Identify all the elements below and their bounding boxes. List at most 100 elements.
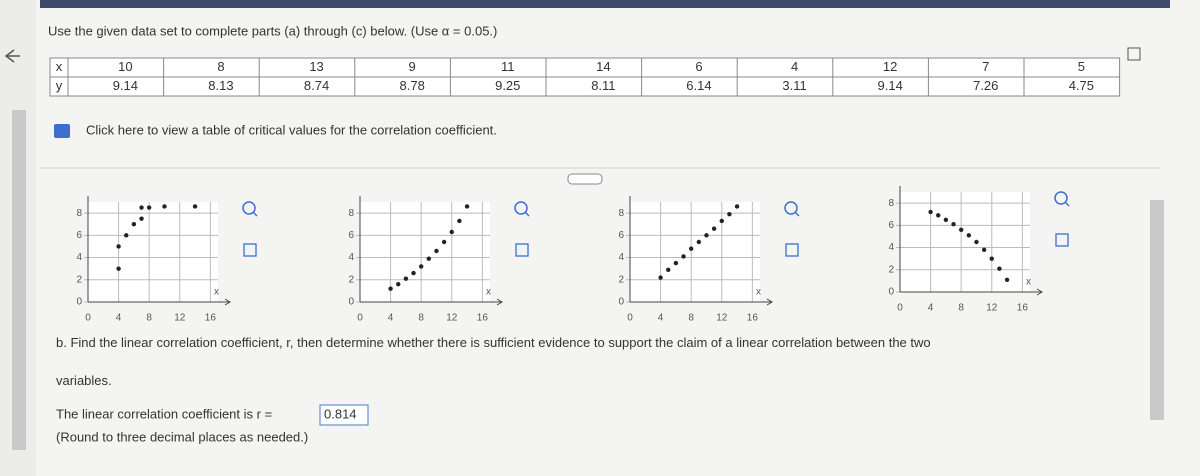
link-icon[interactable] <box>54 124 70 138</box>
y-tick-label: 4 <box>76 252 82 263</box>
cell: 8.13 <box>208 78 233 93</box>
x-tick-label: 8 <box>418 313 424 324</box>
y-tick-label: 6 <box>888 220 894 231</box>
cell: 12 <box>883 59 897 74</box>
x-tick-label: 4 <box>388 313 394 324</box>
point <box>958 227 964 232</box>
y-tick-label: 2 <box>76 274 82 285</box>
point <box>696 239 702 245</box>
point <box>139 216 144 221</box>
answer-prefix: The linear correlation coefficient is r … <box>56 406 272 421</box>
point <box>711 226 717 231</box>
row-label: y <box>56 78 63 93</box>
x-tick-label: 0 <box>357 313 363 324</box>
zoom-icon[interactable] <box>1054 191 1068 205</box>
x-axis <box>360 298 503 306</box>
part-b-line: variables. <box>56 373 112 388</box>
point <box>192 204 198 209</box>
expand-button[interactable] <box>567 173 603 185</box>
point <box>974 239 979 245</box>
top-bar <box>40 0 1170 8</box>
open-icon[interactable] <box>785 243 799 257</box>
y-tick-label: 6 <box>618 230 624 241</box>
x-tick-label: 8 <box>146 313 152 324</box>
point <box>688 246 694 251</box>
x-tick-label: 12 <box>986 303 998 314</box>
point <box>403 276 409 281</box>
zoom-handle[interactable] <box>794 211 800 217</box>
cell: 4.75 <box>1069 78 1094 93</box>
open-icon[interactable] <box>243 243 257 257</box>
point <box>727 212 732 217</box>
point <box>936 213 941 218</box>
x-tick-label: 8 <box>688 313 694 324</box>
y-tick-label: 8 <box>76 208 82 219</box>
zoom-icon[interactable] <box>242 201 256 215</box>
open-icon[interactable] <box>1055 233 1069 247</box>
instructions: Use the given data set to complete parts… <box>48 23 497 38</box>
back-arrow[interactable] <box>4 49 20 63</box>
x-tick-label: 8 <box>958 303 964 314</box>
point <box>441 239 447 245</box>
point <box>464 204 470 209</box>
x-axis-label: x <box>486 287 491 298</box>
row-label: x <box>56 59 63 74</box>
point <box>426 256 432 261</box>
data-table: x 10 8 13 9 11 14 6 4 12 7 5 y 9.14 8.13 8.74 8.78 9.25 8.… <box>49 57 1121 97</box>
cell: 7.26 <box>973 78 998 93</box>
cell: 10 <box>118 59 132 74</box>
point <box>124 233 129 238</box>
cell: 6.14 <box>686 78 711 93</box>
x-tick-label: 16 <box>205 313 217 324</box>
point <box>951 222 956 227</box>
cell: 11 <box>501 59 515 74</box>
cell: 9.14 <box>113 78 138 93</box>
cell: 8.11 <box>591 78 615 93</box>
zoom-icon[interactable] <box>514 201 528 215</box>
y-tick-label: 0 <box>348 297 354 308</box>
open-icon[interactable] <box>515 243 529 257</box>
part-b-line: b. Find the linear correlation coefficie… <box>56 335 931 350</box>
zoom-handle[interactable] <box>252 211 258 217</box>
plot-area <box>630 202 760 302</box>
x-tick-label: 4 <box>928 303 934 314</box>
point <box>966 233 972 238</box>
zoom-handle[interactable] <box>524 211 530 217</box>
point <box>449 229 454 235</box>
plot-area <box>900 192 1030 292</box>
answer[interactable]: 0.814 <box>324 406 357 421</box>
point <box>943 217 949 222</box>
point <box>418 264 424 269</box>
zoom-handle[interactable] <box>1064 201 1070 207</box>
y-tick-label: 8 <box>618 208 624 219</box>
point <box>139 205 144 210</box>
y-tick-label: 2 <box>618 274 624 285</box>
point <box>981 247 987 252</box>
point <box>704 233 709 238</box>
cell: 9 <box>409 59 416 74</box>
y-tick-label: 4 <box>888 242 894 253</box>
x-axis-label: x <box>756 287 761 298</box>
cell: 6 <box>695 59 702 74</box>
x-tick-label: 16 <box>747 313 759 324</box>
graph-options: 0 4 8 12 16 0 2 4 6 8 x 0 4 8 12 16 0 2 4 6 8 x 0 4 8 12 16 0 2 4 6 8 x 0… <box>76 186 1070 324</box>
zoom-icon[interactable] <box>784 201 798 215</box>
y-tick-label: 6 <box>76 230 82 241</box>
point <box>388 286 393 291</box>
cell: 4 <box>791 59 798 74</box>
y-tick-label: 8 <box>348 208 354 219</box>
scrollbar[interactable] <box>1150 200 1164 420</box>
point <box>666 267 671 272</box>
y-tick-label: 0 <box>618 297 624 308</box>
cell: 13 <box>309 59 323 74</box>
answer-note: (Round to three decimal places as needed… <box>56 429 308 444</box>
cell: 8.78 <box>400 78 425 93</box>
critical-values-link[interactable]: Click here to view a table of critical v… <box>86 122 497 137</box>
point <box>673 260 679 266</box>
point <box>162 204 167 209</box>
left-scrollbar[interactable] <box>12 110 26 450</box>
y-tick-label: 4 <box>618 252 624 263</box>
plot-area <box>88 202 218 302</box>
copy-icon[interactable] <box>1127 47 1141 61</box>
answer-box[interactable] <box>319 404 369 426</box>
